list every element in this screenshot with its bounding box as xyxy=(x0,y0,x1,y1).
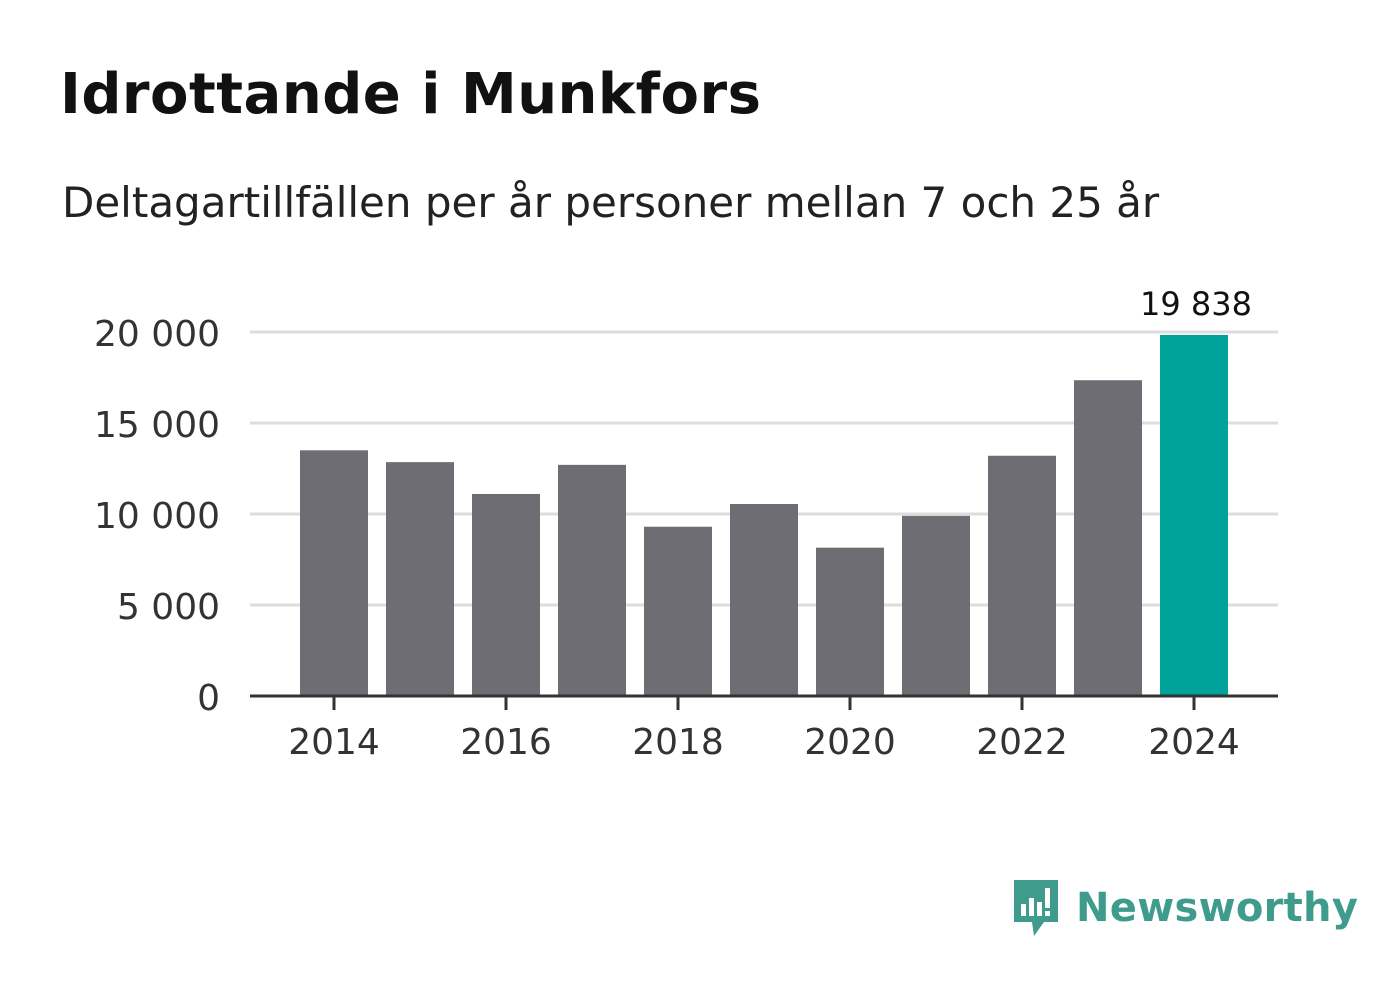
x-tick-label: 2014 xyxy=(288,722,380,763)
y-tick-label: 15 000 xyxy=(94,405,220,446)
newsworthy-logo-icon xyxy=(1014,880,1058,936)
bars xyxy=(300,334,1228,696)
bar xyxy=(988,455,1056,696)
brand-logo: Newsworthy xyxy=(1010,876,1358,940)
brand-name: Newsworthy xyxy=(1076,885,1359,931)
x-tick-label: 2022 xyxy=(976,722,1068,763)
bar xyxy=(558,464,626,696)
y-tick-label: 5 000 xyxy=(117,587,220,628)
y-tick-label: 0 xyxy=(197,678,220,719)
annotations: 19 838 xyxy=(1140,285,1252,323)
bar xyxy=(300,450,368,696)
x-tick-label: 2018 xyxy=(632,722,724,763)
x-axis-labels: 2014 2016 2018 2020 2022 2024 xyxy=(288,722,1240,763)
chart-subtitle: Deltagartillfällen per år personer mella… xyxy=(62,178,1160,227)
bar-highlight xyxy=(1160,334,1228,696)
x-tick-label: 2024 xyxy=(1148,722,1240,763)
y-tick-label: 10 000 xyxy=(94,496,220,537)
y-tick-label: 20 000 xyxy=(94,314,220,355)
bar xyxy=(730,503,798,696)
bar xyxy=(386,462,454,696)
x-tick-label: 2020 xyxy=(804,722,896,763)
bar xyxy=(472,493,540,696)
y-axis-labels: 0 5 000 10 000 15 000 20 000 xyxy=(94,314,220,719)
x-tick-label: 2016 xyxy=(460,722,552,763)
x-axis xyxy=(250,694,1278,710)
bar xyxy=(902,515,970,696)
bar xyxy=(1074,380,1142,696)
bar xyxy=(816,547,884,696)
value-label-2024: 19 838 xyxy=(1140,285,1252,323)
chart-title: Idrottande i Munkfors xyxy=(60,62,762,127)
bar xyxy=(644,526,712,696)
